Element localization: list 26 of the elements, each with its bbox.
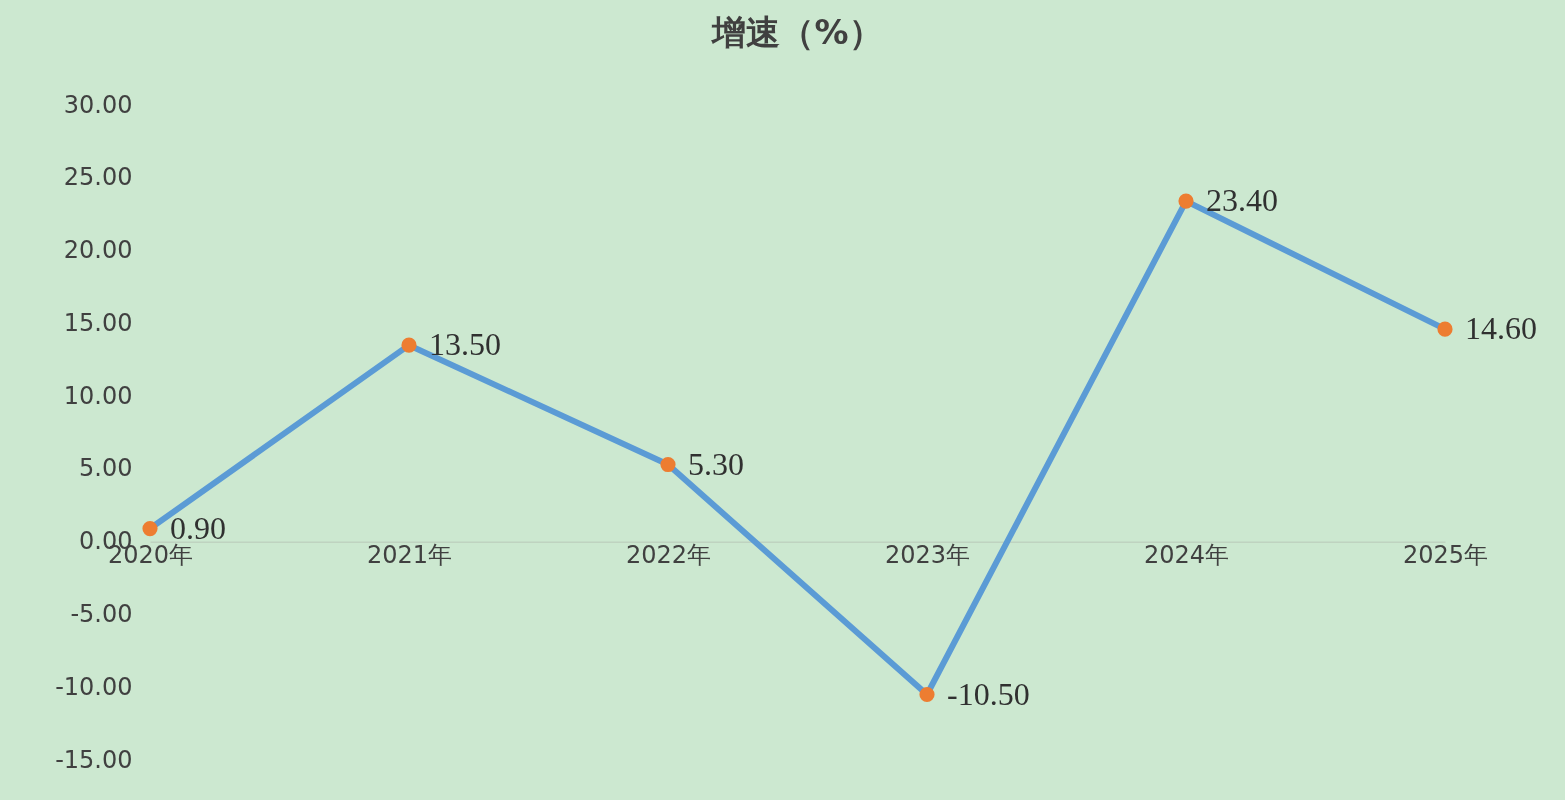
x-tick-label: 2022年	[625, 541, 712, 570]
point	[660, 456, 676, 473]
data-label: 14.60	[1465, 310, 1537, 347]
y-tick-label: 20.00	[63, 236, 133, 265]
y-tick-label: 30.00	[63, 90, 133, 119]
point	[919, 686, 935, 703]
y-tick-label: 10.00	[63, 381, 133, 410]
y-tick-label: 5.00	[79, 454, 133, 483]
chart-title: 增速（%）	[710, 12, 883, 52]
y-tick-label: 15.00	[63, 308, 133, 337]
point	[1437, 321, 1453, 337]
x-tick-label: 2025年	[1402, 541, 1489, 570]
point	[142, 521, 158, 537]
y-tick-label: -5.00	[70, 599, 133, 628]
data-label: 13.50	[429, 326, 501, 363]
x-tick-label: 2021年	[366, 541, 453, 570]
x-tick-label: 2023年	[884, 541, 971, 570]
x-tick-label: 2024年	[1143, 541, 1230, 570]
data-label: 23.40	[1206, 182, 1278, 219]
y-tick-label: -10.00	[55, 672, 133, 701]
point	[1178, 193, 1194, 209]
y-tick-label: -15.00	[55, 745, 133, 774]
point	[401, 337, 417, 353]
data-label: -10.50	[947, 675, 1030, 712]
data-label: 5.30	[688, 445, 744, 482]
y-tick-label: 25.00	[63, 163, 133, 192]
